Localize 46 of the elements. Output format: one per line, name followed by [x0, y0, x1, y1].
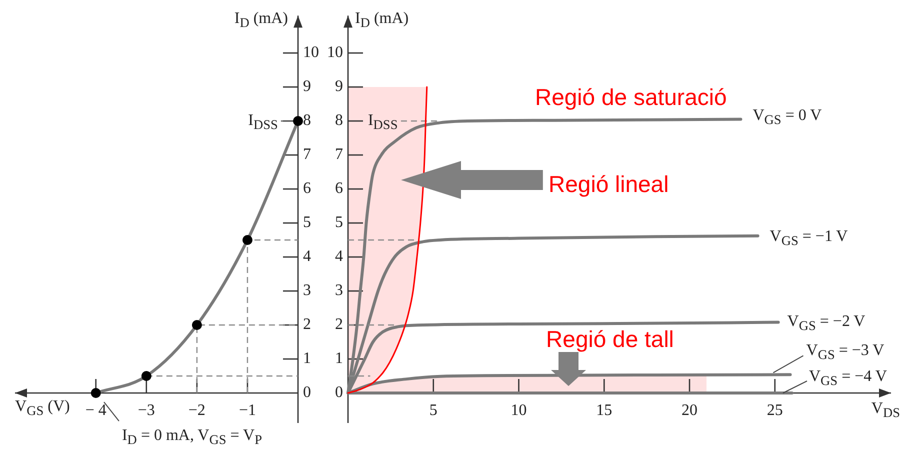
- series-label: V$_{GS}$ = 0 V: [752, 107, 822, 128]
- y-axis-title: I$_{D}$ (mA): [355, 9, 409, 30]
- series-label: V$_{GS}$ = −2 V: [787, 313, 866, 334]
- y-tick-label: 9: [303, 78, 311, 96]
- y-tick-label: 8: [335, 112, 343, 130]
- y-tick-label: 4: [335, 248, 343, 266]
- y-tick-label: 10: [327, 44, 343, 62]
- x-tick-label: 15: [596, 402, 612, 419]
- x-tick-label: 5: [429, 402, 438, 419]
- series-label: V$_{GS}$ = −3 V: [806, 341, 884, 362]
- y-tick-label: 6: [335, 180, 343, 198]
- y-tick-label: 9: [335, 78, 343, 96]
- y-tick-label: 8: [303, 112, 311, 130]
- y-tick-label: 7: [335, 146, 343, 164]
- y-tick-label: 6: [303, 180, 311, 198]
- y-tick-label: 3: [303, 282, 311, 300]
- annotation: I$_{DSS}$: [368, 112, 398, 132]
- y-tick-label: 0: [335, 384, 343, 402]
- series-label: V$_{GS}$ = −1 V: [770, 228, 848, 248]
- annotation: I$_{DSS}$: [248, 112, 278, 132]
- x-tick-label: 10: [510, 402, 527, 419]
- annotation: Regió de tall: [546, 326, 674, 352]
- x-tick-label: − 4: [85, 402, 106, 419]
- annotation: Regió de saturació: [534, 84, 727, 110]
- x-tick-label: −3: [138, 402, 155, 419]
- y-tick-label: 1: [303, 350, 311, 368]
- annotation: Regió lineal: [548, 170, 669, 198]
- series-label: V$_{GS}$ = −4 V: [808, 368, 887, 388]
- y-tick-label: 4: [303, 248, 311, 266]
- y-tick-label: 7: [303, 146, 311, 164]
- y-axis-title: I$_{D}$ (mA): [234, 9, 288, 30]
- text: I$_{D}$ = 0 mA, V$_{GS}$ = V$_{P}$: [122, 426, 262, 448]
- x-axis-title: V$_{DS}$: [871, 400, 900, 420]
- x-axis-title: V$_{GS}$ (V): [15, 398, 70, 418]
- y-tick-label: 5: [303, 214, 311, 232]
- x-tick-label: −2: [188, 402, 206, 419]
- y-tick-label: 3: [335, 282, 343, 300]
- y-tick-label: 1: [335, 350, 343, 368]
- y-tick-label: 2: [335, 316, 343, 334]
- y-tick-label: 10: [303, 44, 319, 62]
- y-tick-label: 2: [303, 316, 311, 334]
- y-tick-label: 5: [335, 214, 343, 232]
- y-tick-label: 0: [303, 384, 311, 402]
- x-tick-label: 25: [766, 402, 783, 419]
- x-tick-label: −1: [238, 402, 256, 419]
- x-tick-label: 20: [682, 402, 698, 419]
